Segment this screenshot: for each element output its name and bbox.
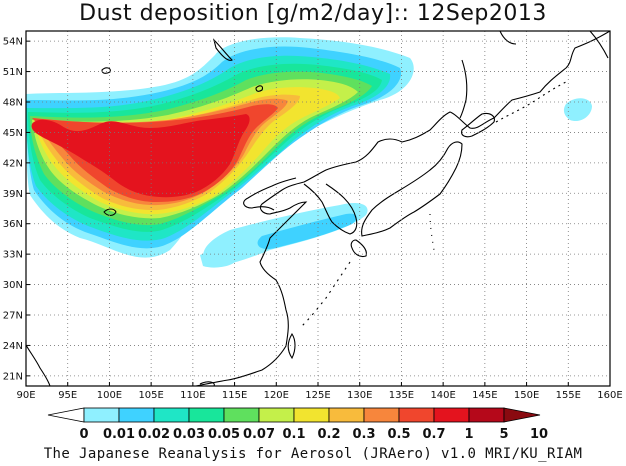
colorbar-swatch: [293, 407, 330, 423]
colorbar-swatch: [83, 407, 120, 423]
colorbar-swatch: [223, 407, 260, 423]
colorbar-label: 10: [530, 427, 548, 442]
longitude-tick-labels: 90E 95E 100E 105E 110E 115E 120E 125E 130E 135E 14…: [16, 390, 622, 401]
colorbar-swatch: [258, 407, 295, 423]
coastline-ryukyu: [301, 261, 351, 327]
coastline-asia-mainland: [195, 31, 610, 386]
coastline-hainan: [199, 381, 215, 386]
colorbar-label: 0.5: [387, 427, 410, 442]
graticule: [25, 31, 611, 386]
colorbar-swatch: [363, 407, 400, 423]
lon-tick-label: 125E: [305, 390, 330, 401]
colorbar-swatch: [468, 407, 505, 423]
dust-contour-0.01-south: [200, 250, 238, 268]
colorbar-label: 0.07: [243, 427, 275, 442]
lat-tick-label: 42N: [3, 158, 23, 169]
map-frame: [25, 30, 611, 387]
coastline-sakhalin: [459, 59, 468, 119]
lat-tick-label: 21N: [3, 371, 23, 382]
lon-tick-label: 135E: [389, 390, 414, 401]
lon-tick-label: 130E: [347, 390, 372, 401]
coastline-bohai: [243, 177, 297, 211]
coastline-kamchatka: [589, 31, 609, 59]
colorbar-swatch: [328, 407, 365, 423]
dust-field: [26, 37, 592, 268]
dust-contour-0.01-east: [563, 98, 592, 122]
lat-tick-label: 54N: [3, 37, 23, 48]
lon-tick-label: 145E: [472, 390, 497, 401]
lat-tick-label: 45N: [3, 128, 23, 139]
coastline-izu: [429, 213, 435, 251]
coastline-hokkaido: [461, 112, 495, 138]
colorbar-swatch: [188, 407, 225, 423]
coastline-kurils: [495, 81, 567, 123]
lat-tick-label: 27N: [3, 311, 23, 322]
colorbar-label: 1: [464, 427, 473, 442]
lon-tick-label: 120E: [264, 390, 289, 401]
lake-outline: [103, 208, 117, 216]
colorbar: 0 0.01 0.02 0.03 0.05 0.07 0.1 0.2 0.3 0.5 0.7 1 5 10: [47, 407, 548, 442]
lon-tick-label: 100E: [97, 390, 122, 401]
coastline-korea: [303, 183, 358, 235]
colorbar-swatch: [398, 407, 435, 423]
colorbar-label: 5: [499, 427, 508, 442]
lon-tick-label: 140E: [430, 390, 455, 401]
lon-tick-label: 105E: [138, 390, 163, 401]
colorbar-label: 0.1: [282, 427, 305, 442]
coastline-okhotsk: [499, 31, 517, 45]
lat-tick-label: 48N: [3, 98, 23, 109]
lat-tick-label: 30N: [3, 280, 23, 291]
colorbar-label: 0.05: [208, 427, 240, 442]
coastline-japan-kyushu: [350, 239, 367, 258]
colorbar-label: 0.03: [173, 427, 205, 442]
colorbar-swatch: [118, 407, 155, 423]
coastline-japan-honshu: [361, 141, 463, 237]
lon-tick-label: 155E: [556, 390, 581, 401]
map-title: Dust deposition [g/m2/day]:: 12Sep2013: [79, 1, 547, 26]
lake-baikal: [212, 38, 233, 61]
colorbar-label: 0.3: [352, 427, 375, 442]
lon-tick-label: 150E: [514, 390, 539, 401]
lon-tick-label: 90E: [16, 390, 35, 401]
colorbar-max-arrow: [503, 407, 541, 423]
dust-contour-1: [31, 114, 250, 198]
colorbar-swatch: [433, 407, 470, 423]
lat-tick-label: 39N: [3, 189, 23, 200]
credit-line: The Japanese Reanalysis for Aerosol (JRA…: [43, 446, 583, 462]
colorbar-label: 0: [79, 427, 88, 442]
colorbar-label: 0.02: [138, 427, 170, 442]
colorbar-label: 0.7: [422, 427, 445, 442]
lon-tick-label: 110E: [180, 390, 205, 401]
lat-tick-label: 51N: [3, 67, 23, 78]
lat-tick-label: 33N: [3, 250, 23, 261]
colorbar-swatch: [153, 407, 190, 423]
lon-tick-label: 160E: [597, 390, 622, 401]
lon-tick-label: 95E: [58, 390, 77, 401]
latitude-tick-labels: 21N 24N 27N 30N 33N 36N 39N 42N 45N 48N 51N 54N: [3, 37, 23, 383]
lat-tick-label: 36N: [3, 219, 23, 230]
small-lake-mongolia: [255, 85, 264, 92]
lon-tick-label: 115E: [222, 390, 247, 401]
coastline-taiwan: [287, 332, 296, 360]
coastlines: [26, 31, 610, 386]
colorbar-label: 0.01: [103, 427, 135, 442]
small-lake-north: [101, 67, 111, 74]
colorbar-min-arrow: [47, 407, 85, 423]
colorbar-label: 0.2: [317, 427, 340, 442]
coastline-indochina: [26, 344, 51, 386]
lat-tick-label: 24N: [3, 341, 23, 352]
